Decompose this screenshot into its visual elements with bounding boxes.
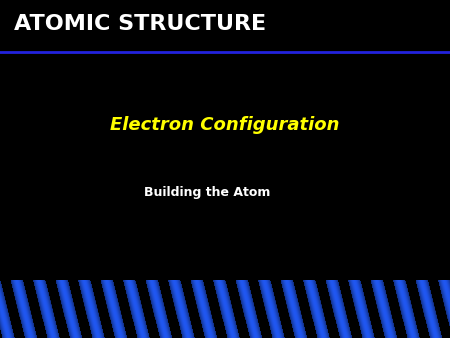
Text: ATOMIC STRUCTURE: ATOMIC STRUCTURE — [14, 14, 266, 33]
Text: Electron Configuration: Electron Configuration — [110, 116, 340, 134]
Text: Building the Atom: Building the Atom — [144, 186, 270, 199]
